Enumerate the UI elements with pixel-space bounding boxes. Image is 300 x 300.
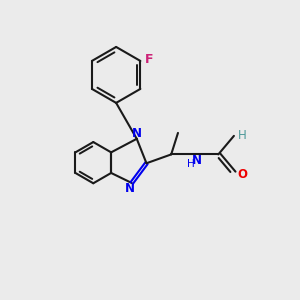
Text: N: N: [191, 154, 202, 166]
Text: N: N: [132, 127, 142, 140]
Text: F: F: [146, 53, 154, 66]
Text: N: N: [125, 182, 135, 195]
Text: H: H: [187, 159, 195, 169]
Text: O: O: [238, 168, 248, 181]
Text: H: H: [238, 129, 246, 142]
